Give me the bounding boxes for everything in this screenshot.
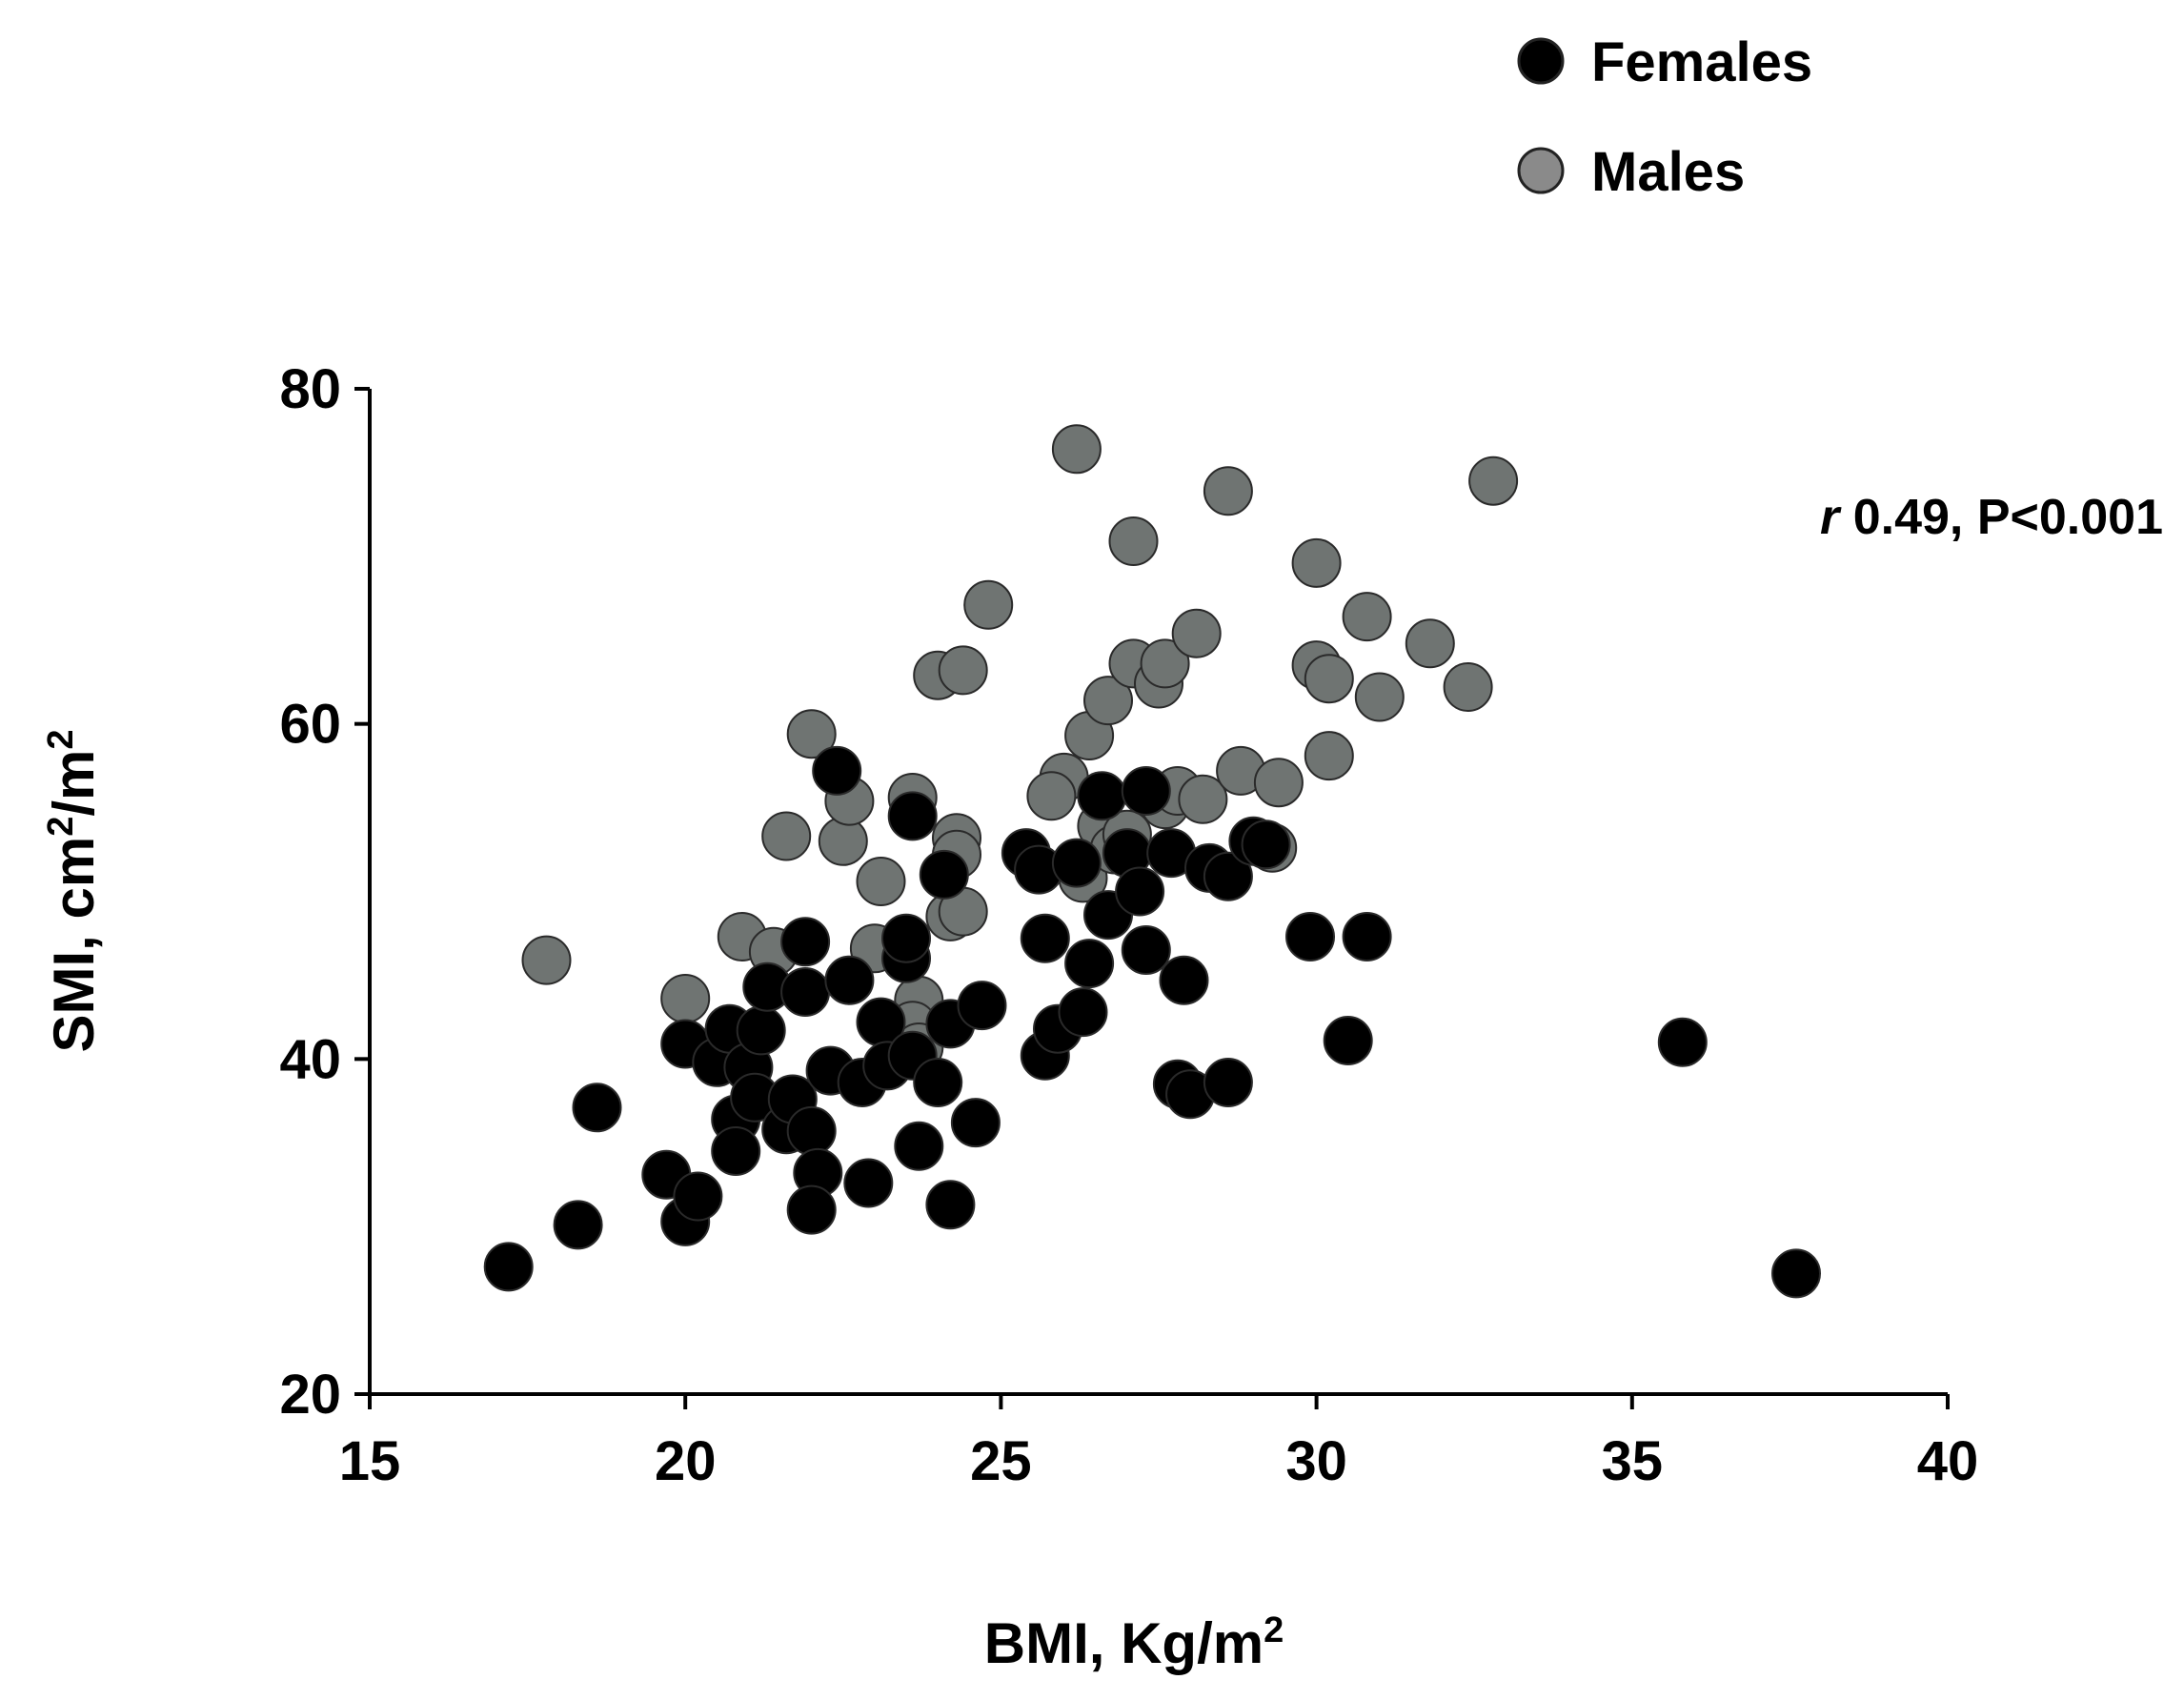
data-point-females (572, 1083, 622, 1133)
x-tick-label: 35 (1602, 1430, 1664, 1492)
data-point-males (660, 974, 711, 1023)
data-point-males (1443, 662, 1493, 712)
data-point-females (1657, 1017, 1708, 1067)
legend-marker-females (1517, 37, 1565, 85)
data-point-males (1108, 516, 1159, 566)
data-point-males (1026, 771, 1077, 821)
data-point-males (1178, 774, 1228, 824)
y-axis-title-sup2: 2 (41, 729, 81, 749)
x-tick-label: 15 (339, 1430, 401, 1492)
data-point-males (1203, 466, 1253, 516)
data-point-males (521, 935, 572, 985)
data-point-females (1159, 955, 1209, 1005)
data-point-females (483, 1242, 534, 1292)
correlation-annotation: r 0.49, P<0.001 (1820, 490, 2163, 545)
x-tick-label: 20 (655, 1430, 717, 1492)
data-point-males (1342, 592, 1392, 642)
r-label: r (1820, 490, 1842, 545)
data-point-females (881, 913, 931, 963)
data-point-males (963, 579, 1014, 630)
data-point-females (824, 955, 875, 1005)
data-point-females (913, 1058, 963, 1107)
data-point-females (1323, 1016, 1373, 1065)
data-point-females (1771, 1248, 1821, 1299)
legend-label-males: Males (1591, 141, 1745, 203)
data-point-males (1140, 638, 1190, 689)
data-point-females (1203, 851, 1253, 901)
data-point-males (786, 709, 837, 759)
data-point-males (1253, 758, 1304, 808)
data-point-females (553, 1200, 603, 1250)
legend: Females Males (1517, 31, 1812, 203)
data-point-males (1405, 618, 1455, 669)
x-tick-label: 40 (1917, 1430, 1979, 1492)
data-point-males (761, 811, 812, 861)
data-point-females (1077, 771, 1127, 821)
x-tick-label: 30 (1285, 1430, 1347, 1492)
data-point-males (1354, 672, 1405, 722)
x-axis-title-sup: 2 (1264, 1610, 1284, 1650)
data-point-females (925, 1180, 976, 1230)
data-point-females (780, 917, 831, 967)
y-axis-title: SMI, cm2/m2 (41, 729, 106, 1052)
data-point-females (1051, 838, 1102, 888)
legend-label-females: Females (1591, 31, 1812, 93)
y-tick-label: 80 (279, 358, 341, 420)
r-value: 0.49, P<0.001 (1839, 490, 2163, 545)
data-point-females (919, 849, 969, 900)
data-point-females (1285, 912, 1335, 961)
data-point-males (938, 645, 988, 696)
data-point-females (1241, 820, 1291, 870)
data-point-males (1304, 731, 1354, 781)
y-axis-title-main: SMI, cm (42, 837, 106, 1053)
x-axis-title-main: BMI, Kg/m (984, 1611, 1264, 1675)
legend-marker-males (1517, 147, 1565, 194)
data-point-females (1121, 925, 1171, 975)
data-point-females (887, 791, 938, 841)
data-point-females (673, 1171, 723, 1222)
data-point-females (894, 1121, 944, 1171)
data-point-females (1121, 766, 1171, 816)
data-point-females (1020, 913, 1070, 963)
data-point-females (780, 967, 831, 1017)
data-point-females (736, 1005, 786, 1056)
data-point-males (1291, 537, 1342, 588)
data-point-males (1304, 654, 1354, 704)
data-point-females (711, 1126, 761, 1176)
data-point-females (1342, 912, 1392, 961)
y-axis-title-sup1: 2 (41, 817, 81, 837)
data-point-females (786, 1105, 837, 1156)
data-point-males (1083, 676, 1133, 726)
data-point-females (950, 1098, 1001, 1148)
y-tick-label: 20 (279, 1364, 341, 1426)
points-layer (483, 424, 1821, 1299)
data-point-males (856, 857, 906, 906)
x-tick-label: 25 (970, 1430, 1032, 1492)
data-point-males (1468, 455, 1519, 506)
data-point-males (1051, 424, 1102, 475)
data-point-females (1058, 987, 1108, 1038)
data-point-females (1115, 866, 1165, 917)
x-axis-title: BMI, Kg/m2 (984, 1610, 1284, 1675)
data-point-females (1203, 1058, 1253, 1107)
data-point-females (1064, 939, 1115, 989)
y-tick-label: 60 (279, 694, 341, 756)
y-axis-title-mid: /m (42, 750, 106, 817)
data-point-females (786, 1184, 837, 1235)
data-point-males (1171, 608, 1222, 658)
data-point-females (957, 981, 1007, 1031)
data-point-females (812, 745, 862, 796)
y-tick-label: 40 (279, 1028, 341, 1090)
data-point-females (843, 1158, 894, 1208)
